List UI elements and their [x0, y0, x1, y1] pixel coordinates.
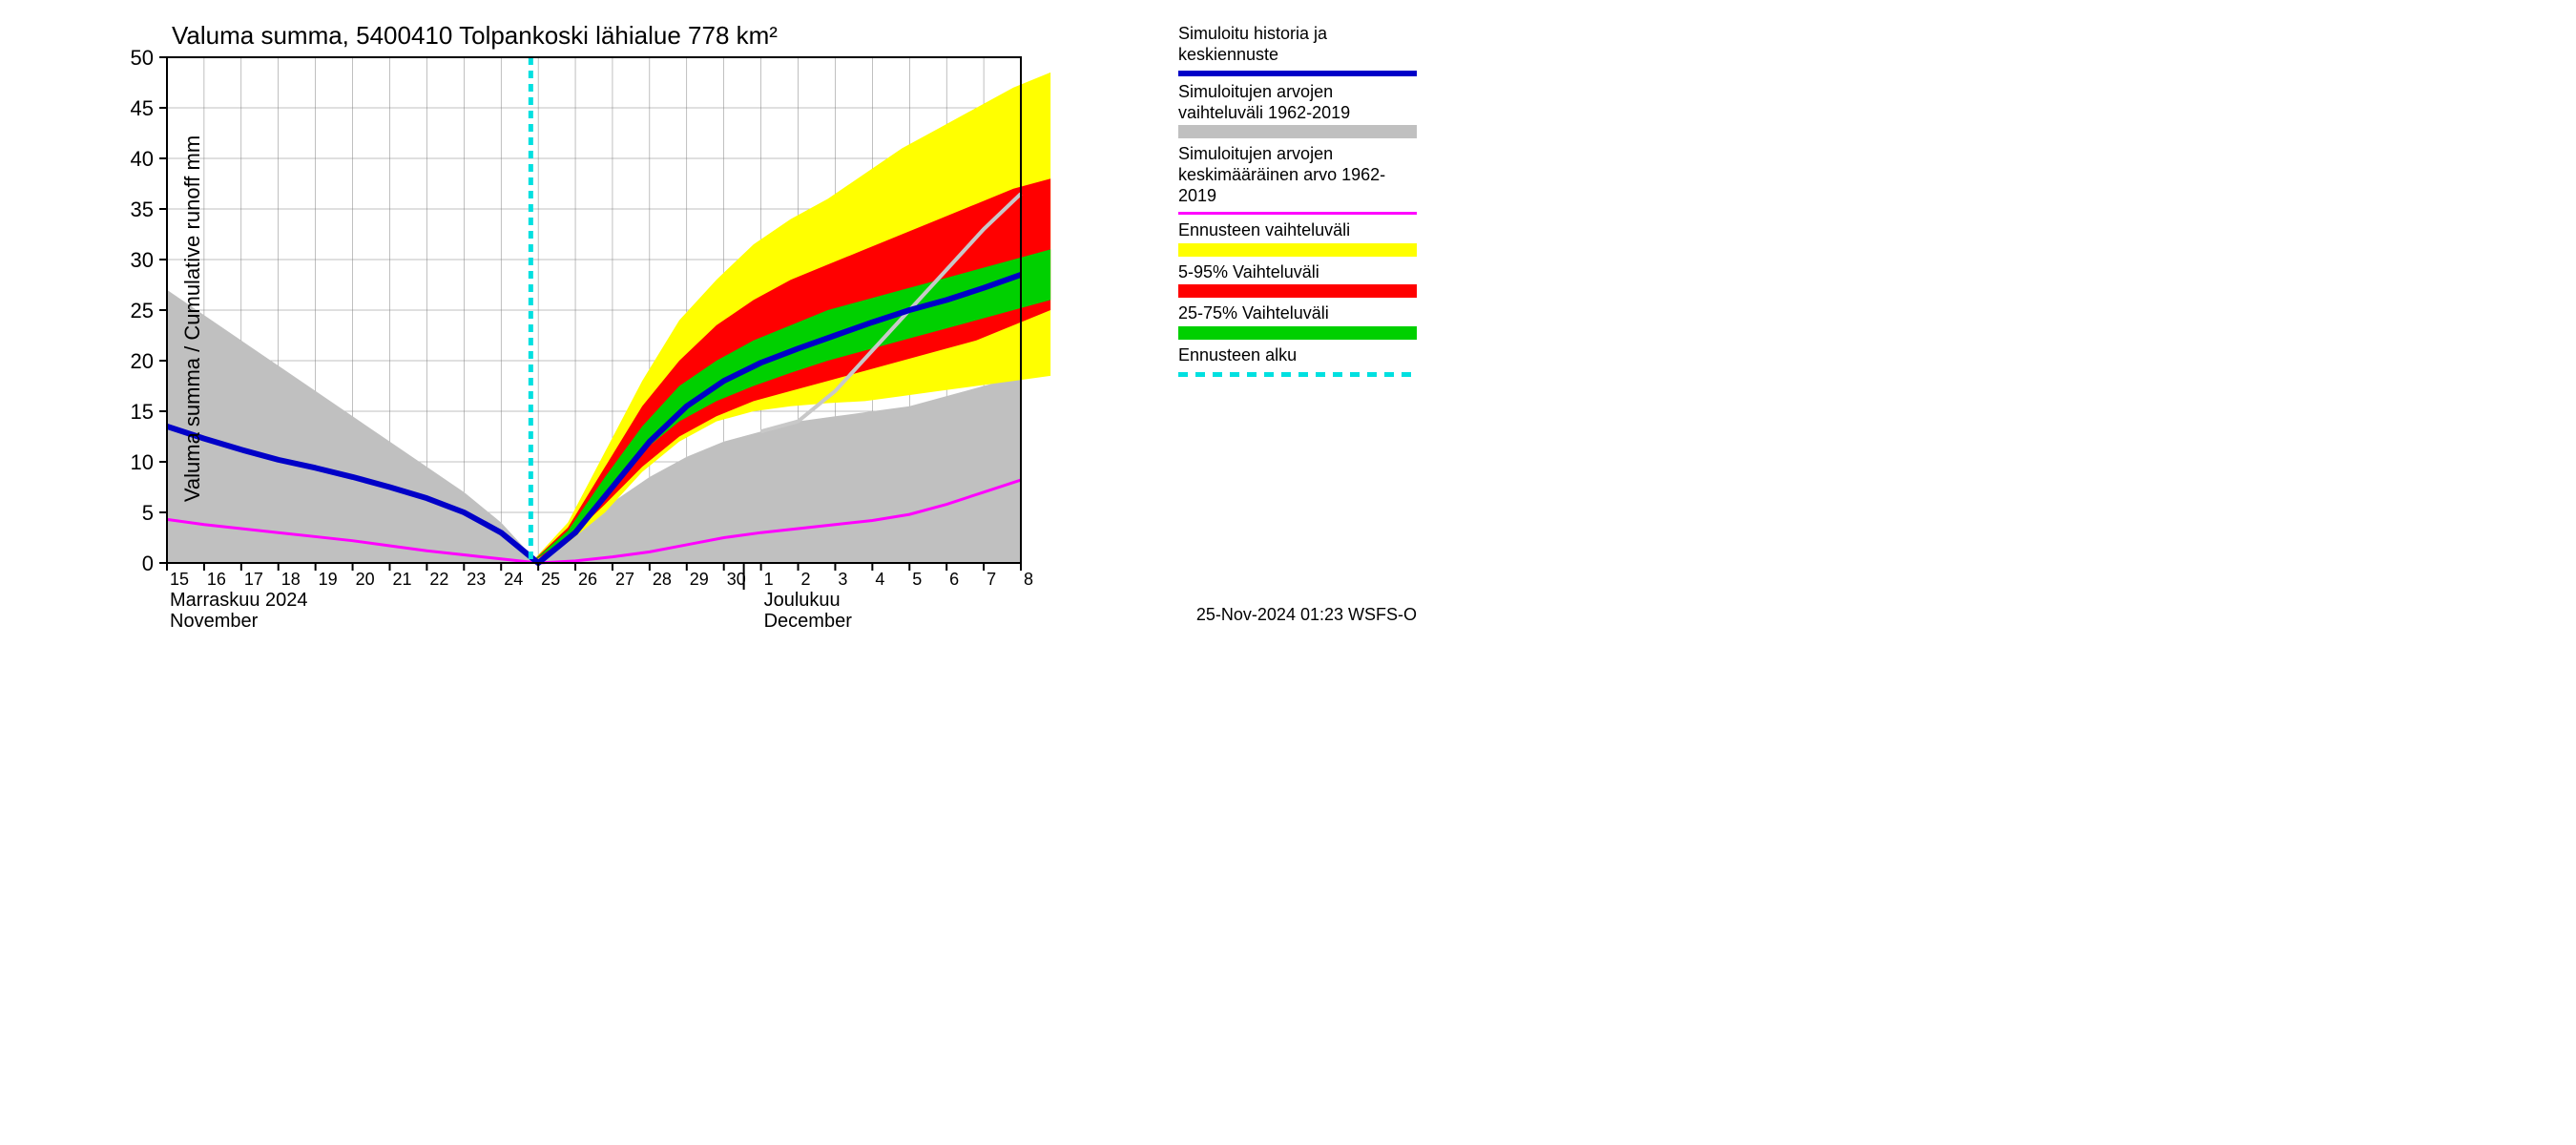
svg-text:10: 10: [131, 450, 154, 474]
svg-text:29: 29: [690, 570, 709, 589]
legend-label: Ennusteen vaihteluväli: [1178, 220, 1417, 241]
svg-text:5: 5: [142, 501, 154, 525]
svg-text:21: 21: [392, 570, 411, 589]
legend-label: Simuloitujen arvojen vaihteluväli 1962-2…: [1178, 82, 1417, 123]
svg-text:15: 15: [131, 400, 154, 424]
legend-swatch: [1178, 326, 1417, 340]
legend-item: Simuloitujen arvojen keskimääräinen arvo…: [1178, 144, 1417, 215]
legend-label: Simuloitu historia ja keskiennuste: [1178, 24, 1417, 65]
legend-item: Ennusteen alku: [1178, 345, 1417, 377]
svg-text:0: 0: [142, 552, 154, 575]
legend-item: Simuloitujen arvojen vaihteluväli 1962-2…: [1178, 82, 1417, 138]
legend: Simuloitu historia ja keskiennuste Simulo…: [1178, 24, 1417, 383]
legend-swatch: [1178, 284, 1417, 298]
y-axis-label: Valuma summa / Cumulative runoff mm: [180, 135, 205, 501]
legend-item: Simuloitu historia ja keskiennuste: [1178, 24, 1417, 76]
svg-text:16: 16: [207, 570, 226, 589]
chart-title: Valuma summa, 5400410 Tolpankoski lähial…: [172, 21, 778, 51]
svg-text:2: 2: [801, 570, 811, 589]
legend-swatch: [1178, 212, 1417, 215]
svg-text:8: 8: [1024, 570, 1033, 589]
svg-text:Joulukuu: Joulukuu: [764, 590, 841, 611]
legend-swatch: [1178, 243, 1417, 257]
svg-text:27: 27: [615, 570, 634, 589]
svg-text:4: 4: [875, 570, 884, 589]
legend-swatch: [1178, 125, 1417, 138]
svg-text:23: 23: [467, 570, 486, 589]
chart-container: Valuma summa / Cumulative runoff mm Valu…: [0, 0, 1431, 636]
svg-text:1: 1: [764, 570, 774, 589]
svg-text:45: 45: [131, 96, 154, 120]
svg-text:40: 40: [131, 147, 154, 171]
svg-text:18: 18: [281, 570, 301, 589]
svg-text:7: 7: [987, 570, 996, 589]
legend-item: 25-75% Vaihteluväli: [1178, 303, 1417, 340]
svg-text:November: November: [170, 611, 259, 632]
svg-text:20: 20: [356, 570, 375, 589]
svg-text:20: 20: [131, 349, 154, 373]
svg-text:30: 30: [131, 248, 154, 272]
svg-text:22: 22: [429, 570, 448, 589]
legend-label: 25-75% Vaihteluväli: [1178, 303, 1417, 324]
svg-text:19: 19: [319, 570, 338, 589]
legend-label: Simuloitujen arvojen keskimääräinen arvo…: [1178, 144, 1417, 206]
svg-text:28: 28: [653, 570, 672, 589]
svg-text:24: 24: [504, 570, 523, 589]
legend-swatch: [1178, 71, 1417, 76]
legend-item: 5-95% Vaihteluväli: [1178, 262, 1417, 299]
svg-text:6: 6: [949, 570, 959, 589]
legend-item: Ennusteen vaihteluväli: [1178, 220, 1417, 257]
svg-text:26: 26: [578, 570, 597, 589]
svg-text:17: 17: [244, 570, 263, 589]
svg-text:5: 5: [912, 570, 922, 589]
timestamp: 25-Nov-2024 01:23 WSFS-O: [1196, 605, 1417, 625]
legend-label: 5-95% Vaihteluväli: [1178, 262, 1417, 283]
svg-text:Marraskuu 2024: Marraskuu 2024: [170, 590, 308, 611]
legend-swatch: [1178, 372, 1417, 377]
svg-text:15: 15: [170, 570, 189, 589]
svg-text:50: 50: [131, 46, 154, 70]
svg-text:25: 25: [541, 570, 560, 589]
svg-text:35: 35: [131, 198, 154, 221]
svg-text:3: 3: [838, 570, 847, 589]
svg-text:25: 25: [131, 299, 154, 323]
svg-text:December: December: [764, 611, 853, 632]
legend-label: Ennusteen alku: [1178, 345, 1417, 366]
